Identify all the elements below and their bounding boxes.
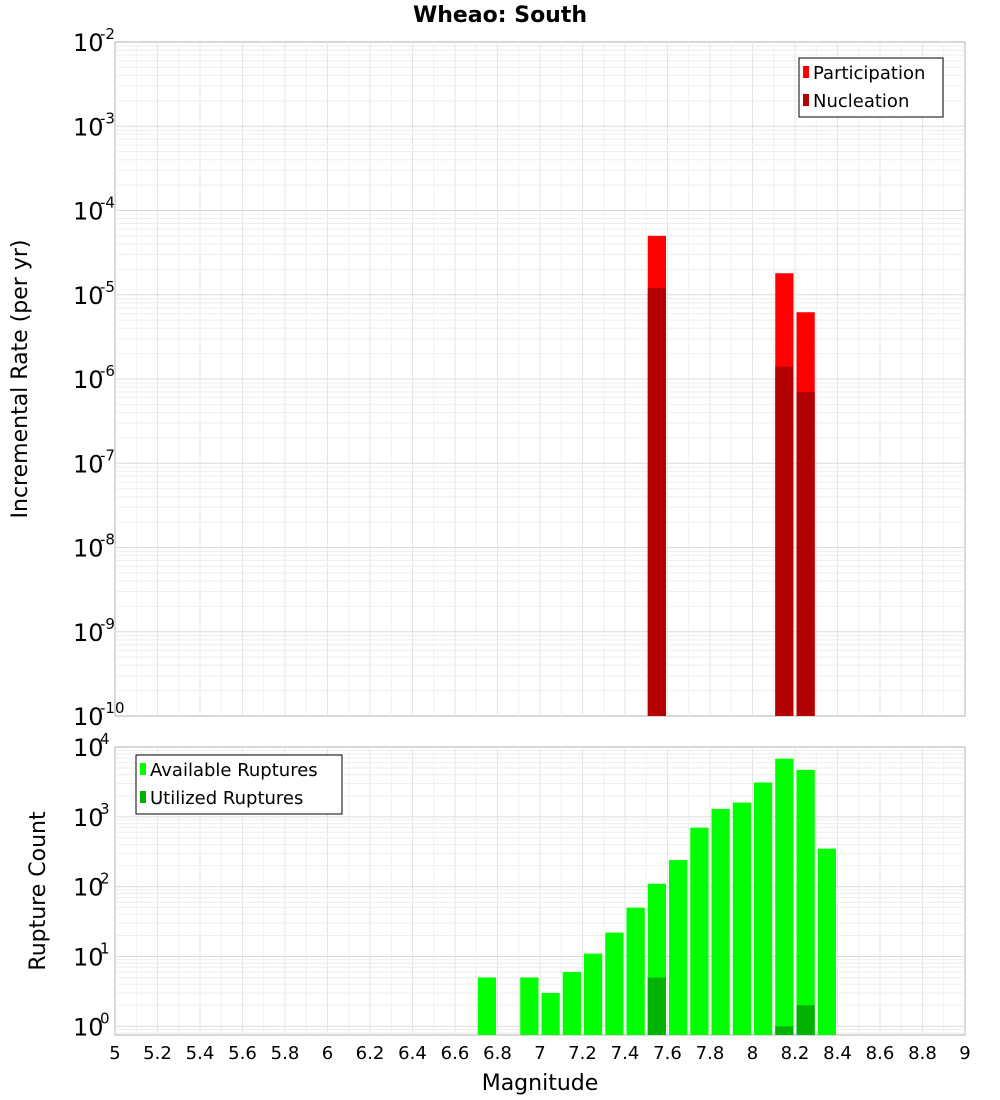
rate-y-tick-exponent: -7 (100, 446, 115, 464)
rate-y-axis-label: Incremental Rate (per yr) (8, 240, 33, 519)
rate-y-tick-exponent: -3 (100, 109, 115, 127)
rate-y-tick-label: 10 (73, 703, 104, 731)
legend-swatch-available (140, 763, 146, 775)
count-bar-available-ruptures (605, 932, 624, 1035)
rate-grid (115, 42, 965, 716)
rate-y-tick-exponent: -4 (100, 194, 115, 212)
rate-bar-nucleation (647, 288, 666, 716)
rate-y-tick-exponent: -10 (100, 699, 125, 717)
x-axis-label: Magnitude (482, 1071, 599, 1096)
count-y-tick-exponent: 4 (100, 730, 110, 748)
count-y-tick-exponent: 1 (100, 939, 110, 957)
x-tick-label: 7 (534, 1043, 545, 1064)
count-bar-available-ruptures (669, 860, 688, 1035)
legend-swatch-nucleation (803, 94, 809, 106)
count-bar-utilized-ruptures (775, 1026, 794, 1035)
rate-y-tick-exponent: -5 (100, 278, 115, 296)
x-tick-label: 7.4 (611, 1043, 640, 1064)
x-tick-label: 5.2 (143, 1043, 172, 1064)
x-tick-label: 5.6 (228, 1043, 257, 1064)
x-tick-label: 7.6 (653, 1043, 682, 1064)
rate-y-tick-label: 10 (73, 282, 104, 310)
count-bar-available-ruptures (690, 827, 709, 1035)
rate-y-tick-label: 10 (73, 29, 104, 57)
x-tick-label: 5.8 (271, 1043, 300, 1064)
x-tick-label: 8.2 (781, 1043, 810, 1064)
count-y-tick-label: 10 (73, 804, 104, 832)
x-tick-label: 5.4 (186, 1043, 215, 1064)
count-y-tick-exponent: 2 (100, 870, 110, 888)
legend-label-utilized: Utilized Ruptures (150, 788, 303, 809)
rate-panel: 10-210-310-410-510-610-710-810-910-10 In… (8, 25, 966, 731)
count-y-tick-label: 10 (73, 874, 104, 902)
count-bar-available-ruptures (732, 802, 751, 1035)
legend-swatch-participation (803, 66, 809, 78)
count-bar-utilized-ruptures (796, 1005, 815, 1035)
count-bar-available-ruptures (626, 907, 645, 1035)
count-y-tick-exponent: 3 (100, 800, 110, 818)
x-tick-label: 7.2 (568, 1043, 597, 1064)
rate-y-tick-exponent: -2 (100, 25, 115, 43)
count-y-tick-label: 10 (73, 734, 104, 762)
x-tick-label: 7.8 (696, 1043, 725, 1064)
x-tick-label: 6 (322, 1043, 333, 1064)
legend-swatch-utilized (140, 791, 146, 803)
count-y-tick-label: 10 (73, 1013, 104, 1041)
count-bar-available-ruptures (796, 769, 815, 1035)
rate-y-tick-label: 10 (73, 619, 104, 647)
rate-y-tick-label: 10 (73, 366, 104, 394)
rate-legend-box (798, 57, 944, 118)
count-bars (477, 758, 836, 1035)
count-bar-available-ruptures (562, 971, 581, 1035)
count-bar-available-ruptures (817, 848, 836, 1035)
count-y-tick-exponent: 0 (100, 1009, 110, 1027)
count-bar-utilized-ruptures (647, 977, 666, 1035)
x-tick-label: 9 (959, 1043, 970, 1064)
count-bar-available-ruptures (775, 758, 794, 1035)
count-y-axis-label: Rupture Count (26, 811, 51, 971)
count-legend-box (135, 754, 343, 815)
rate-bar-nucleation (775, 366, 794, 716)
x-tick-label: 6.8 (483, 1043, 512, 1064)
legend-label-participation: Participation (813, 63, 925, 84)
count-y-tick-label: 10 (73, 943, 104, 971)
chart-title: Wheao: South (413, 3, 587, 28)
x-tick-label: 6.6 (441, 1043, 470, 1064)
rate-y-tick-label: 10 (73, 198, 104, 226)
count-bar-available-ruptures (711, 808, 730, 1035)
count-bar-available-ruptures (584, 953, 603, 1035)
rate-bar-nucleation (796, 392, 815, 716)
magnitude-x-ticks: 5 5.2 5.4 5.6 5.8 6 6.2 6.4 6.6 6.8 7 7.2 7.4 7.6 7.8 8… (109, 1043, 970, 1064)
rate-y-tick-label: 10 (73, 450, 104, 478)
x-tick-label: 8.6 (866, 1043, 895, 1064)
x-tick-label: 6.4 (398, 1043, 427, 1064)
rate-y-tick-exponent: -8 (100, 531, 115, 549)
count-bar-available-ruptures (754, 782, 773, 1035)
rate-y-ticks: 10-210-310-410-510-610-710-810-910-10 (73, 25, 125, 731)
rate-y-tick-label: 10 (73, 113, 104, 141)
x-tick-label: 8.4 (823, 1043, 852, 1064)
count-bar-available-ruptures (520, 977, 539, 1035)
rate-y-tick-exponent: -9 (100, 615, 115, 633)
x-tick-label: 6.2 (356, 1043, 385, 1064)
x-tick-label: 8.8 (908, 1043, 937, 1064)
x-tick-label: 8 (747, 1043, 758, 1064)
count-bar-available-ruptures (477, 977, 496, 1035)
count-bar-available-ruptures (541, 992, 560, 1035)
rate-bars (647, 235, 815, 717)
rate-y-tick-exponent: -6 (100, 362, 115, 380)
rate-y-tick-label: 10 (73, 535, 104, 563)
legend-label-available: Available Ruptures (150, 760, 318, 781)
x-tick-label: 5 (109, 1043, 120, 1064)
legend-label-nucleation: Nucleation (813, 91, 909, 112)
rate-legend: Participation Nucleation (798, 57, 944, 118)
count-legend: Available Ruptures Utilized Ruptures (135, 754, 343, 815)
